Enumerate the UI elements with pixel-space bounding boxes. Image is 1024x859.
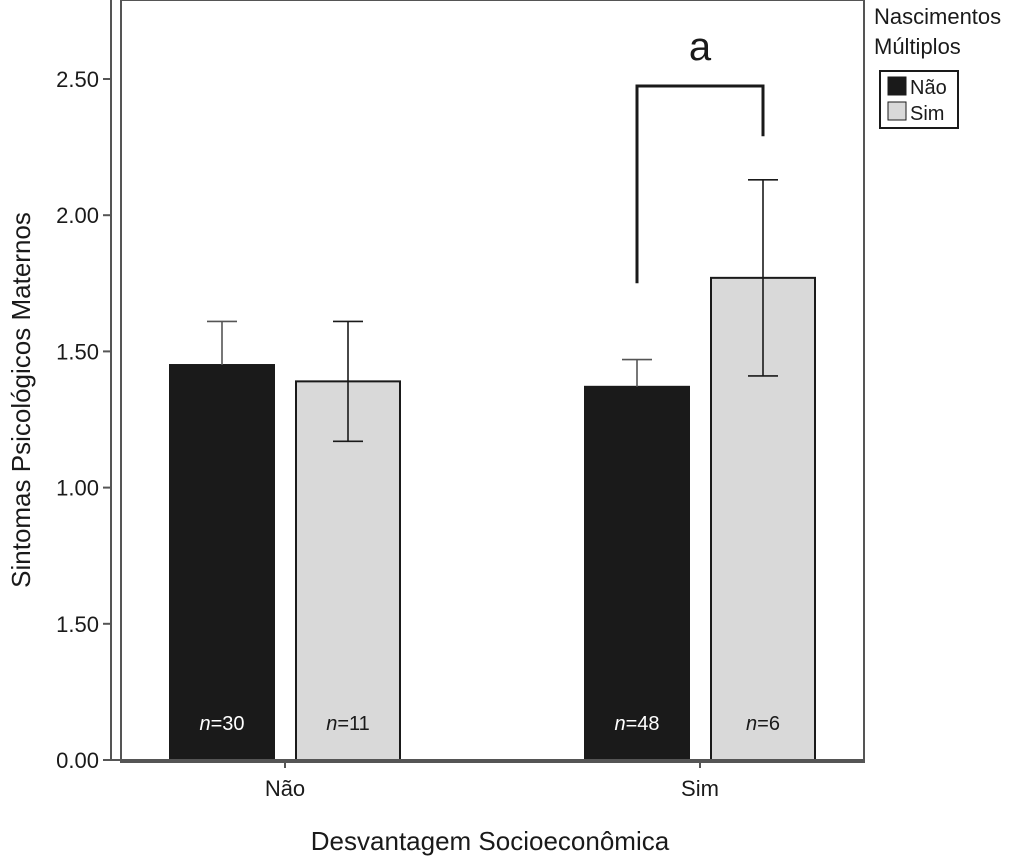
y-tick-label: 1.00: [56, 476, 99, 501]
n-label-value: =30: [211, 713, 245, 735]
y-tick-label: 1.50: [56, 339, 99, 364]
y-tick-label: 2.00: [56, 203, 99, 228]
n-label: n=48: [614, 713, 659, 735]
plot-frame: [120, 0, 865, 763]
y-axis-title: Sintomas Psicológicos Maternos: [6, 212, 36, 588]
significance-annotation: a: [635, 25, 765, 284]
x-axis: Não Sim: [111, 759, 864, 801]
n-label-value: =11: [337, 713, 369, 735]
x-tick-label: Não: [265, 776, 305, 801]
n-label: n=11: [326, 713, 370, 735]
y-axis: 0.00 1.50 1.00 1.50 2.00 2.50: [56, 0, 112, 773]
n-label-prefix: n: [746, 713, 757, 735]
n-label-prefix: n: [326, 713, 337, 735]
error-bars: [207, 178, 778, 443]
y-tick-label: 0.00: [56, 748, 99, 773]
bar-no-sim: [584, 385, 690, 761]
x-tick-label: Sim: [681, 776, 719, 801]
bar-no-no: [169, 364, 275, 761]
n-label-prefix: n: [614, 713, 625, 735]
legend-title-line1: Nascimentos: [874, 4, 1001, 29]
legend-swatch-sim: [887, 101, 907, 121]
x-axis-title: Desvantagem Socioeconômica: [311, 826, 670, 856]
n-label-value: =6: [757, 713, 780, 735]
legend-title-line2: Múltiplos: [874, 34, 961, 59]
n-label-prefix: n: [199, 713, 210, 735]
significance-label: a: [689, 25, 712, 69]
n-label: n=6: [746, 713, 780, 735]
y-tick-label: 1.50: [56, 612, 99, 637]
n-label-value: =48: [626, 713, 660, 735]
significance-bracket: [635, 84, 765, 284]
bars: [169, 276, 816, 761]
legend: Nascimentos Múltiplos Não Sim: [874, 4, 1001, 129]
n-label: n=30: [199, 713, 244, 735]
legend-label-nao: Não: [910, 77, 947, 99]
n-labels: n=30 n=48n=11 n=6: [199, 713, 780, 735]
y-tick-label: 2.50: [56, 67, 99, 92]
bar-sim-no: [295, 380, 401, 761]
legend-swatch-nao: [887, 76, 907, 96]
legend-label-sim: Sim: [910, 103, 944, 125]
